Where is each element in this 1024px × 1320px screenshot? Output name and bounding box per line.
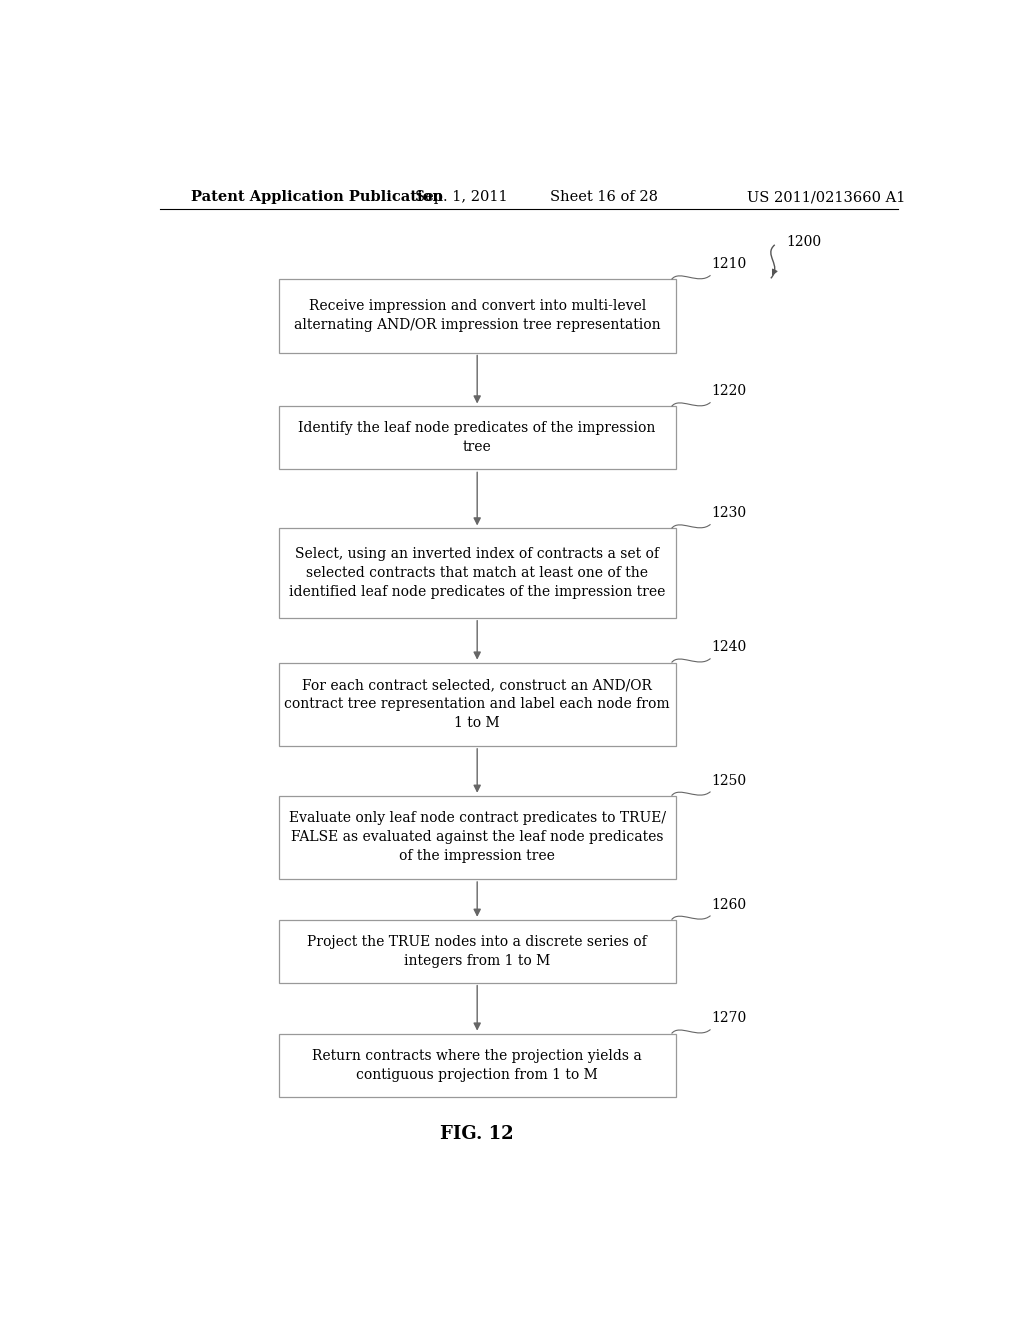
Text: 1230: 1230 bbox=[712, 507, 746, 520]
Text: Receive impression and convert into multi-level
alternating AND/OR impression tr: Receive impression and convert into mult… bbox=[294, 300, 660, 333]
Text: Project the TRUE nodes into a discrete series of
integers from 1 to M: Project the TRUE nodes into a discrete s… bbox=[307, 935, 647, 968]
Text: US 2011/0213660 A1: US 2011/0213660 A1 bbox=[748, 190, 905, 205]
Text: Return contracts where the projection yields a
contiguous projection from 1 to M: Return contracts where the projection yi… bbox=[312, 1048, 642, 1081]
FancyBboxPatch shape bbox=[279, 1034, 676, 1097]
Text: Select, using an inverted index of contracts a set of
selected contracts that ma: Select, using an inverted index of contr… bbox=[289, 548, 666, 599]
Text: 1270: 1270 bbox=[712, 1011, 746, 1026]
Text: 1260: 1260 bbox=[712, 898, 746, 912]
Text: 1200: 1200 bbox=[786, 235, 822, 248]
Text: For each contract selected, construct an AND/OR
contract tree representation and: For each contract selected, construct an… bbox=[285, 678, 670, 730]
FancyBboxPatch shape bbox=[279, 663, 676, 746]
FancyBboxPatch shape bbox=[279, 407, 676, 470]
Text: Sep. 1, 2011: Sep. 1, 2011 bbox=[415, 190, 508, 205]
Text: Evaluate only leaf node contract predicates to TRUE/
FALSE as evaluated against : Evaluate only leaf node contract predica… bbox=[289, 812, 666, 863]
Text: Sheet 16 of 28: Sheet 16 of 28 bbox=[550, 190, 658, 205]
Text: 1250: 1250 bbox=[712, 774, 746, 788]
FancyBboxPatch shape bbox=[279, 280, 676, 352]
FancyBboxPatch shape bbox=[279, 528, 676, 618]
FancyBboxPatch shape bbox=[279, 796, 676, 879]
Text: Patent Application Publication: Patent Application Publication bbox=[191, 190, 443, 205]
FancyBboxPatch shape bbox=[279, 920, 676, 982]
Text: Identify the leaf node predicates of the impression
tree: Identify the leaf node predicates of the… bbox=[299, 421, 655, 454]
Text: 1220: 1220 bbox=[712, 384, 746, 399]
Text: FIG. 12: FIG. 12 bbox=[440, 1125, 514, 1143]
Text: 1210: 1210 bbox=[712, 257, 746, 271]
Text: 1240: 1240 bbox=[712, 640, 746, 655]
